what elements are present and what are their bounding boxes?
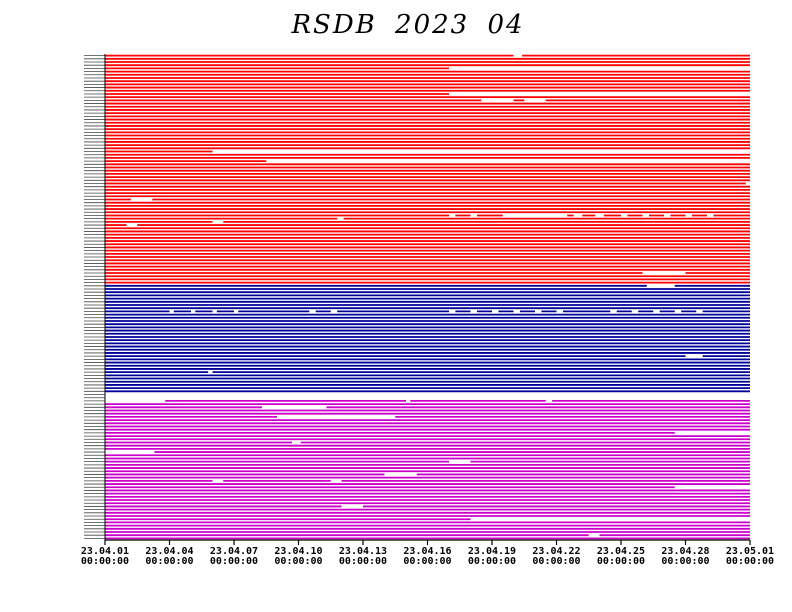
data-gap — [212, 149, 750, 154]
data-gap — [309, 309, 316, 313]
data-gap — [406, 399, 411, 403]
data-gap — [502, 213, 568, 218]
data-gap — [696, 309, 703, 313]
x-tick-date: 23.04.04 — [145, 546, 193, 557]
x-tick-date: 23.04.01 — [81, 546, 129, 557]
data-gap — [513, 54, 523, 58]
data-gap — [610, 309, 617, 313]
x-tick-time: 00:00:00 — [210, 556, 258, 567]
availability-rows — [105, 54, 750, 540]
data-gap — [330, 479, 342, 483]
data-gap — [212, 309, 217, 313]
x-tick-date: 23.05.01 — [726, 546, 774, 557]
chart-title: RSDB 2023 04 — [291, 10, 525, 40]
data-gap — [470, 517, 750, 521]
data-gap — [105, 392, 750, 397]
x-axis: 23.04.0100:00:0023.04.0400:00:0023.04.07… — [81, 54, 774, 567]
data-gap — [707, 213, 714, 218]
data-gap — [212, 220, 224, 224]
data-gap — [449, 460, 471, 464]
data-gap — [524, 98, 546, 102]
x-tick-date: 23.04.22 — [532, 546, 580, 557]
data-gap — [646, 284, 675, 288]
x-tick-date: 23.04.28 — [661, 546, 709, 557]
data-gap — [674, 485, 750, 489]
x-tick-date: 23.04.13 — [339, 546, 387, 557]
data-gap — [674, 309, 682, 313]
x-tick-time: 00:00:00 — [661, 556, 709, 567]
data-gap — [449, 213, 456, 218]
x-tick-date: 23.04.25 — [597, 546, 645, 557]
x-tick-time: 00:00:00 — [597, 556, 645, 567]
data-gap — [470, 309, 477, 313]
x-tick-time: 00:00:00 — [339, 556, 387, 567]
x-tick-date: 23.04.16 — [403, 546, 451, 557]
data-gap — [105, 450, 155, 454]
x-tick-time: 00:00:00 — [468, 556, 516, 567]
data-gaps — [105, 54, 750, 537]
data-gap — [535, 309, 542, 313]
data-gap — [341, 504, 363, 509]
data-gap — [234, 309, 239, 313]
data-gap — [384, 472, 417, 477]
data-gap — [277, 415, 396, 419]
data-gap — [208, 370, 213, 374]
y-axis-ticks — [84, 55, 105, 539]
data-gap — [674, 431, 750, 435]
x-tick-time: 00:00:00 — [403, 556, 451, 567]
data-gap — [169, 309, 174, 313]
x-tick-date: 23.04.10 — [274, 546, 322, 557]
x-tick-date: 23.04.19 — [468, 546, 516, 557]
data-gap — [642, 213, 649, 218]
data-gap — [330, 309, 338, 313]
data-gap — [130, 197, 153, 202]
data-gap — [642, 271, 686, 275]
data-gap — [470, 213, 477, 218]
data-gap — [573, 213, 583, 218]
data-gap — [261, 405, 327, 409]
data-gap — [126, 223, 138, 227]
data-gap — [588, 533, 600, 537]
data-gap — [212, 479, 224, 483]
x-tick-date: 23.04.07 — [210, 546, 258, 557]
data-gap — [664, 213, 671, 218]
data-gap — [492, 309, 499, 313]
data-gap — [513, 309, 520, 313]
data-gap — [105, 396, 750, 400]
x-tick-time: 00:00:00 — [532, 556, 580, 567]
data-gap — [653, 309, 660, 313]
data-gap — [105, 399, 166, 403]
x-tick-time: 00:00:00 — [145, 556, 193, 567]
x-tick-time: 00:00:00 — [726, 556, 774, 567]
data-gap — [449, 92, 750, 96]
data-gap — [595, 213, 604, 218]
data-gap — [631, 309, 639, 313]
data-gap — [685, 354, 703, 358]
data-gap — [449, 66, 750, 70]
data-gap — [745, 181, 750, 186]
data-gap — [545, 399, 553, 403]
data-gap — [621, 213, 628, 218]
data-gap — [191, 309, 196, 313]
data-gap — [449, 309, 456, 313]
data-gap — [337, 217, 344, 221]
data-gap — [556, 309, 563, 313]
data-gap — [481, 98, 514, 102]
x-tick-time: 00:00:00 — [274, 556, 322, 567]
data-gap — [685, 213, 692, 218]
data-gap — [266, 159, 750, 163]
x-tick-time: 00:00:00 — [81, 556, 129, 567]
data-gap — [292, 440, 301, 445]
